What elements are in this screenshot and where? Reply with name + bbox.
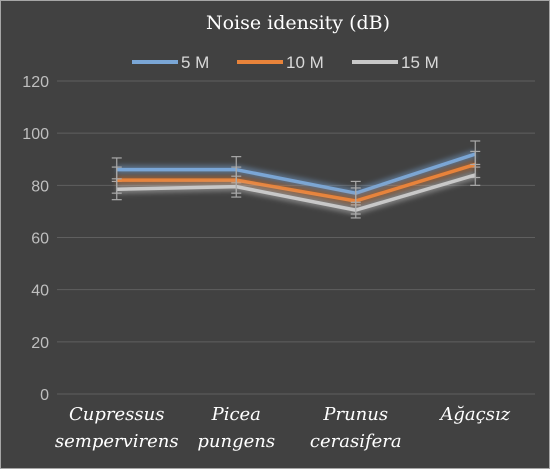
y-tick-label: 20	[31, 335, 49, 352]
x-tick-label: Ağaçsız	[438, 404, 510, 425]
y-tick-label: 120	[22, 74, 49, 91]
x-tick-label: pungens	[197, 431, 275, 452]
y-tick-label: 40	[31, 283, 49, 300]
x-tick-label: Picea	[211, 404, 261, 425]
x-tick-label: Prunus	[322, 404, 388, 425]
legend-label: 10 M	[286, 53, 324, 72]
series-line	[116, 173, 476, 212]
y-axis: 0 20 40 60 80 100 120	[22, 74, 49, 404]
y-tick-label: 60	[31, 231, 49, 248]
chart-title: Noise idensity (dB)	[206, 12, 390, 34]
legend-item: 5 M	[132, 53, 209, 72]
y-tick-label: 80	[31, 178, 49, 195]
legend-label: 5 M	[181, 53, 209, 72]
legend-item: 15 M	[352, 53, 439, 72]
legend-item: 10 M	[237, 53, 324, 72]
y-tick-label: 0	[40, 387, 49, 404]
x-tick-label: cerasifera	[310, 431, 402, 452]
legend-label: 15 M	[401, 53, 439, 72]
gridlines	[57, 80, 535, 395]
series-line	[116, 162, 476, 203]
y-tick-label: 100	[22, 126, 49, 143]
legend: 5 M 10 M 15 M	[132, 53, 439, 72]
x-axis: Cupressus sempervirens Picea pungens Prunus c…	[55, 404, 511, 452]
series-line	[116, 152, 476, 195]
plot-area	[111, 140, 481, 219]
x-tick-label: sempervirens	[55, 431, 179, 452]
x-tick-label: Cupressus	[69, 404, 164, 425]
